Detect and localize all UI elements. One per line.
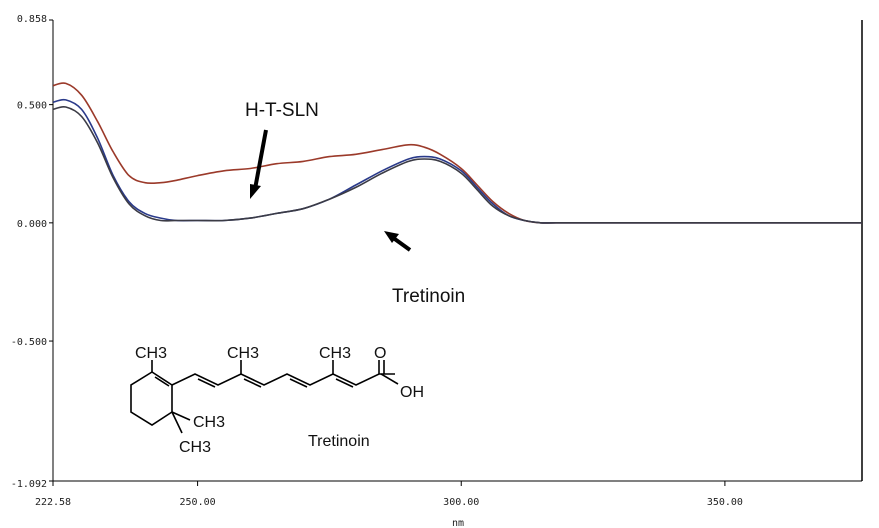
y-tick-label: 0.500 [17,101,47,112]
series-line-1 [52,82,862,224]
label-ch3-middle: CH3 [227,345,259,362]
x-tick-label: 250.00 [180,497,216,508]
plot-frame [52,20,863,482]
label-ch3-ring-b: CH3 [179,439,211,456]
tretinoin-structure [130,360,399,434]
label-carbonyl-o: O [374,345,386,362]
double-bond-1 [197,378,216,388]
label-ch3-ring-a: CH3 [193,414,225,431]
structure-name: Tretinoin [308,433,370,450]
series-line-3 [52,105,862,224]
y-axis-ticks: 0.858 0.500 0.000 -0.500 -1.092 [11,14,53,490]
double-bond-4 [335,378,354,388]
double-bond-3 [289,378,308,388]
y-tick-label: 0.000 [17,219,47,230]
series-group [52,82,862,224]
cyclohexene-ring [130,371,173,426]
polyene-chain [171,373,395,386]
annotation-tretinoin: Tretinoin [392,286,465,307]
label-oh: OH [400,384,424,401]
x-tick-label: 300.00 [443,497,479,508]
annotation-arrow-h-t-sln [253,129,268,190]
methyl-bond-ring-a [171,411,191,421]
ring-double-bond [154,376,170,387]
arrowhead-h-t-sln [250,184,261,199]
x-axis-label: nm [452,518,464,528]
x-axis-ticks: 222.58 250.00 300.00 350.00 [35,481,743,508]
series-line-2 [52,98,862,224]
x-tick-label: 350.00 [707,497,743,508]
y-tick-label: -0.500 [11,337,47,348]
annotation-arrow-tretinoin [390,235,412,252]
double-bond-2 [243,378,262,388]
label-ch3-right: CH3 [319,345,351,362]
y-tick-label: 0.858 [17,14,47,25]
annotation-h-t-sln: H-T-SLN [245,100,319,121]
arrowhead-tretinoin [384,231,399,243]
methyl-bond-ring-b [171,411,183,434]
hydroxyl-bond [380,373,399,385]
y-tick-label: -1.092 [11,479,47,490]
x-tick-label: 222.58 [35,497,71,508]
label-ch3-top-left: CH3 [135,345,167,362]
